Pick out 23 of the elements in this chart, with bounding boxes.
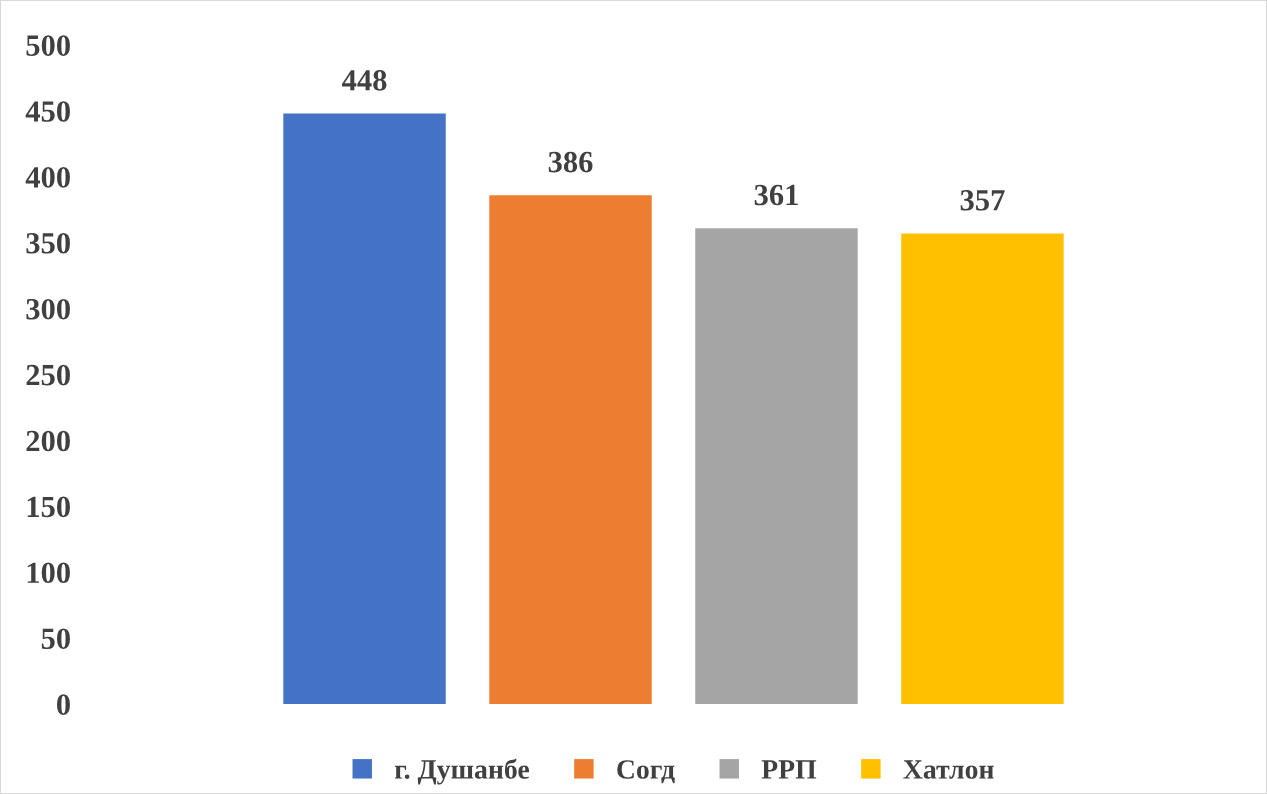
data-label: 361 [754,184,798,206]
data-label: 448 [342,70,387,91]
y-tick-label: 350 [26,232,70,254]
y-tick-label: 300 [26,298,70,320]
y-tick-label: 100 [27,562,70,584]
y-tick-label: 400 [25,167,70,188]
data-label: 386 [548,151,593,173]
y-tick-label: 0 [57,694,70,715]
y-tick-label: 450 [25,101,70,122]
y-tick-label: 50 [41,628,70,649]
legend-label: Хатлон [903,760,994,779]
bar [695,228,858,704]
y-tick-label: 150 [27,496,70,518]
legend-label: РРП [761,760,817,779]
legend-label: Согд [617,760,675,784]
bar [489,195,652,704]
bar [283,113,446,704]
y-tick-label: 250 [26,364,70,386]
legend-label: г. Душанбе [394,758,530,785]
y-tick-label: 200 [26,430,70,452]
y-tick-label: 500 [26,35,70,56]
bar [901,233,1064,704]
data-label: 357 [960,190,1005,211]
